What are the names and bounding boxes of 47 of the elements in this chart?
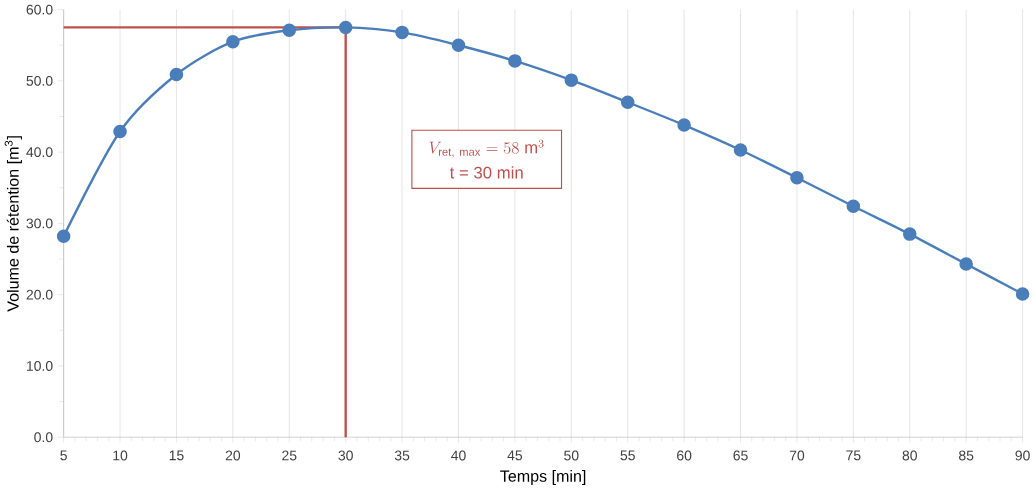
y-tick-label: 30.0 bbox=[26, 218, 53, 229]
y-axis-title: Volume de rétention [m$^{3}$] bbox=[4, 136, 22, 312]
point bbox=[508, 54, 522, 68]
x-tick-label: 35 bbox=[394, 450, 410, 461]
x-tick-label: 55 bbox=[620, 450, 635, 461]
y-tick-label: 60.0 bbox=[26, 4, 53, 15]
point bbox=[790, 171, 804, 185]
point bbox=[902, 227, 917, 242]
x-tick-label: 65 bbox=[733, 450, 748, 461]
point bbox=[395, 25, 409, 40]
x-tick-label: 60 bbox=[677, 450, 692, 461]
y-tick-label: 10.0 bbox=[27, 361, 53, 372]
y-tick-label: 20.0 bbox=[26, 289, 53, 300]
point bbox=[451, 38, 466, 53]
y-tick-label: 0.0 bbox=[34, 432, 53, 443]
x-tick-label: 85 bbox=[959, 450, 974, 461]
annotation: t = 30 min bbox=[449, 166, 523, 179]
point bbox=[282, 23, 297, 38]
point bbox=[226, 35, 240, 49]
point bbox=[846, 199, 861, 214]
point bbox=[56, 229, 71, 244]
point bbox=[338, 20, 353, 35]
point bbox=[1015, 287, 1030, 301]
x-tick-label: 20 bbox=[225, 450, 241, 461]
y-tick-label: 50.0 bbox=[26, 76, 53, 86]
x-tick-label: 15 bbox=[169, 450, 184, 461]
x-tick-label: 50 bbox=[564, 450, 579, 461]
x-tick-label: 10 bbox=[113, 450, 128, 461]
y-tick-label: 40.0 bbox=[26, 147, 53, 158]
x-tick-label: 80 bbox=[902, 450, 917, 461]
point bbox=[677, 118, 691, 133]
x-tick-label: 90 bbox=[1015, 450, 1030, 461]
point bbox=[620, 95, 635, 110]
x-tick-label: 40 bbox=[451, 450, 466, 461]
point bbox=[169, 67, 184, 82]
x-tick-label: 5 bbox=[60, 450, 67, 461]
point bbox=[733, 143, 748, 157]
x-tick-label: 25 bbox=[282, 450, 297, 461]
x-tick-label: 30 bbox=[338, 450, 353, 461]
x-axis-title: Temps [min] bbox=[500, 470, 586, 486]
point bbox=[959, 257, 973, 271]
x-tick-label: 70 bbox=[789, 450, 805, 461]
x-tick-label: 75 bbox=[846, 450, 861, 461]
point bbox=[564, 73, 579, 88]
point bbox=[113, 124, 127, 139]
annotation: $V_{\mathrm{ret,\ max}} = 58\ \mathrm{m}^{3}$ bbox=[429, 139, 544, 159]
x-tick-label: 45 bbox=[507, 450, 523, 461]
